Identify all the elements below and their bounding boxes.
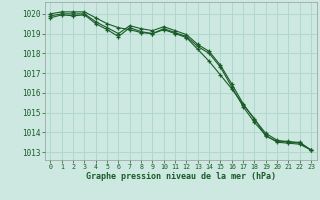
X-axis label: Graphe pression niveau de la mer (hPa): Graphe pression niveau de la mer (hPa) [86, 172, 276, 181]
